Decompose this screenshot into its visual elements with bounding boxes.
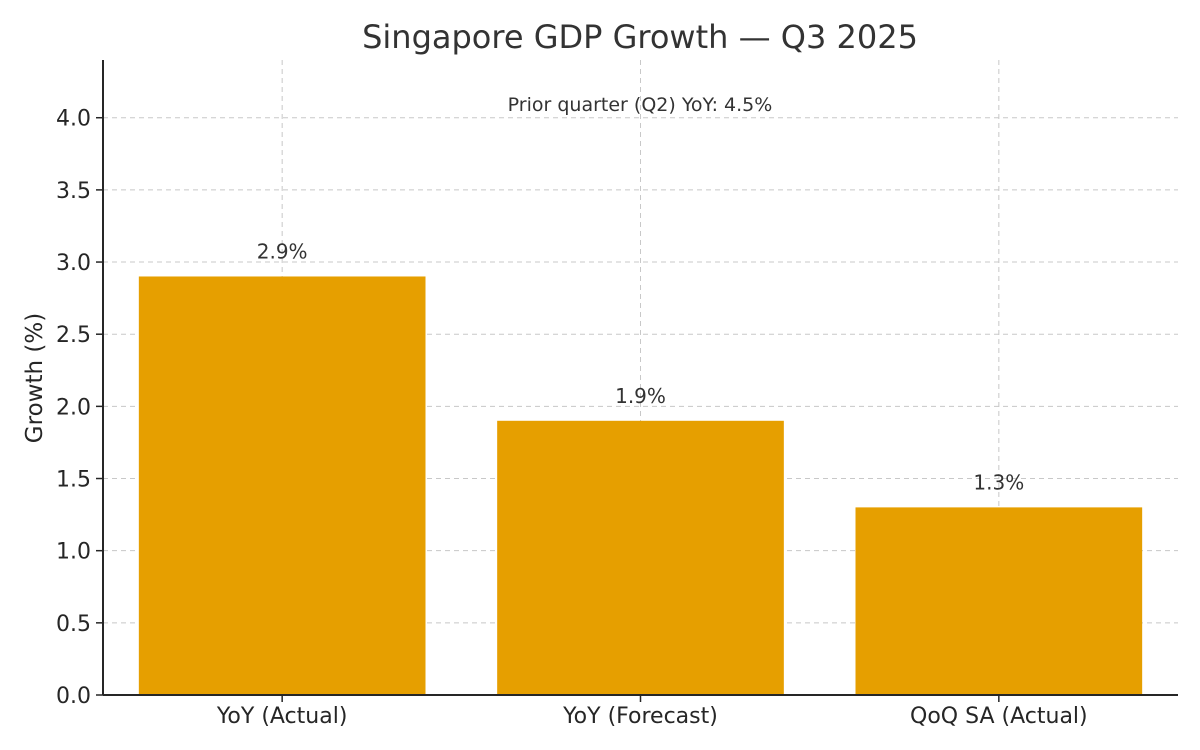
y-tick-label: 1.0 bbox=[56, 540, 91, 565]
x-tick-label: QoQ SA (Actual) bbox=[910, 704, 1088, 729]
y-tick-label: 0.0 bbox=[56, 684, 91, 709]
bar bbox=[497, 420, 784, 695]
x-tick-label: YoY (Actual) bbox=[216, 704, 348, 729]
data-labels: 2.9% 1.9% 1.3% bbox=[257, 239, 1024, 494]
bar bbox=[855, 507, 1143, 695]
bar-value-label: 1.3% bbox=[973, 470, 1024, 494]
x-ticks: YoY (Actual) YoY (Forecast) QoQ SA (Actual… bbox=[216, 695, 1088, 729]
bar bbox=[138, 276, 426, 695]
y-tick-label: 3.0 bbox=[56, 251, 91, 276]
y-tick-label: 4.0 bbox=[56, 107, 91, 132]
bar-value-label: 1.9% bbox=[615, 384, 666, 408]
x-tick-label: YoY (Forecast) bbox=[562, 704, 718, 729]
y-tick-label: 3.5 bbox=[56, 179, 91, 204]
chart-title: Singapore GDP Growth — Q3 2025 bbox=[362, 18, 918, 56]
y-ticks: 0.0 0.5 1.0 1.5 2.0 2.5 3.0 3.5 4.0 bbox=[56, 107, 103, 709]
bar-value-label: 2.9% bbox=[257, 239, 308, 263]
y-tick-label: 2.5 bbox=[56, 323, 91, 348]
prior-quarter-annotation: Prior quarter (Q2) YoY: 4.5% bbox=[508, 94, 773, 116]
y-axis-label: Growth (%) bbox=[22, 313, 48, 443]
bars bbox=[138, 276, 1143, 695]
y-tick-label: 2.0 bbox=[56, 395, 91, 420]
y-tick-label: 1.5 bbox=[56, 468, 91, 493]
y-tick-label: 0.5 bbox=[56, 612, 91, 637]
